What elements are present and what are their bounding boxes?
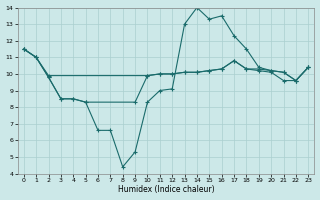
X-axis label: Humidex (Indice chaleur): Humidex (Indice chaleur) [118, 185, 214, 194]
